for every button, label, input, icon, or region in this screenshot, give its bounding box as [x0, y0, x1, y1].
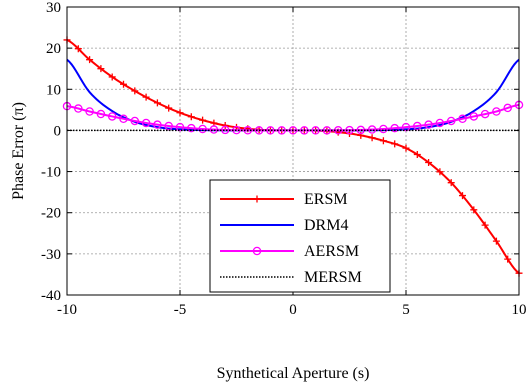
series-point-ersm	[436, 168, 444, 176]
series-point-aersm	[74, 104, 83, 113]
legend: ERSM DRM4 AERSM MERSM	[209, 179, 391, 293]
series-point-aersm	[492, 107, 501, 116]
x-axis-label: Synthetical Aperture (s)	[217, 365, 370, 382]
series-point-ersm	[402, 144, 410, 152]
series-point-aersm	[503, 103, 512, 113]
legend-label-ersm: ERSM	[304, 191, 348, 208]
series-point-ersm	[447, 179, 455, 187]
legend-marker	[253, 195, 261, 203]
series-point-ersm	[187, 113, 195, 121]
series-point-ersm	[459, 192, 466, 200]
series-point-aersm	[379, 124, 388, 134]
series-point-ersm	[391, 140, 399, 148]
series-point-ersm	[176, 109, 184, 117]
series-point-ersm	[153, 99, 161, 107]
series-point-aersm	[187, 123, 196, 133]
series-point-ersm	[108, 73, 116, 81]
series-point-aersm	[413, 121, 422, 131]
series-point-aersm	[367, 125, 377, 134]
x-tick-label: 10	[512, 302, 527, 318]
series-point-ersm	[165, 104, 173, 112]
series-point-ersm	[131, 87, 139, 95]
y-tick-label: 30	[46, 0, 61, 16]
series-point-aersm	[153, 120, 162, 129]
y-tick-label: 10	[46, 82, 61, 98]
y-axis-label: Phase Error (π)	[10, 102, 27, 200]
series-point-ersm	[413, 151, 421, 159]
y-tick-label: -20	[41, 206, 61, 222]
series-layer	[62, 36, 524, 277]
series-point-ersm	[86, 56, 94, 64]
series-point-aersm	[164, 121, 173, 131]
series-point-ersm	[481, 221, 489, 229]
series-point-ersm	[368, 134, 376, 142]
series-point-ersm	[492, 237, 500, 245]
legend-label-aersm: AERSM	[304, 243, 359, 260]
series-point-ersm	[221, 121, 229, 129]
series-point-ersm	[425, 159, 433, 167]
series-point-aersm	[446, 116, 456, 126]
series-point-aersm	[424, 120, 433, 129]
legend-marker	[252, 246, 262, 256]
series-point-aersm	[85, 107, 94, 116]
series-point-ersm	[504, 255, 512, 263]
series-point-aersm	[198, 124, 207, 134]
series-point-aersm	[209, 125, 219, 134]
x-tick-label: -10	[57, 302, 77, 318]
legend-box	[209, 179, 391, 293]
series-point-aersm	[130, 116, 140, 126]
series-point-ersm	[379, 137, 387, 145]
series-point-ersm	[74, 45, 82, 53]
y-tick-label: -40	[41, 288, 61, 304]
series-point-aersm	[469, 112, 479, 121]
legend-label-drm4: DRM4	[304, 217, 348, 234]
tick-labels: -10 -5 0 5 10 30 20 10 0 -10 -20 -30 -40	[41, 0, 527, 318]
y-tick-label: 20	[46, 41, 61, 57]
tick-marks	[66, 6, 520, 296]
series-point-aersm	[141, 118, 151, 128]
series-point-aersm	[119, 114, 128, 124]
series-point-aersm	[458, 114, 467, 124]
series-point-aersm	[435, 118, 445, 128]
series-point-ersm	[199, 116, 207, 124]
series-point-aersm	[107, 112, 117, 121]
series-point-ersm	[470, 206, 478, 214]
series-point-aersm	[220, 125, 230, 135]
series-point-aersm	[390, 123, 399, 133]
y-tick-label: -10	[41, 165, 61, 181]
x-tick-label: 5	[402, 302, 410, 318]
series-point-aersm	[96, 109, 106, 119]
series-point-aersm	[480, 109, 490, 119]
series-point-ersm	[142, 93, 150, 101]
x-tick-label: -5	[174, 302, 187, 318]
series-point-ersm	[97, 65, 105, 73]
y-tick-label: -30	[41, 247, 61, 263]
series-point-ersm	[120, 80, 127, 88]
x-tick-label: 0	[289, 302, 297, 318]
legend-label-mersm: MERSM	[304, 269, 362, 286]
y-tick-label: 0	[54, 123, 62, 139]
series-point-aersm	[175, 122, 185, 132]
